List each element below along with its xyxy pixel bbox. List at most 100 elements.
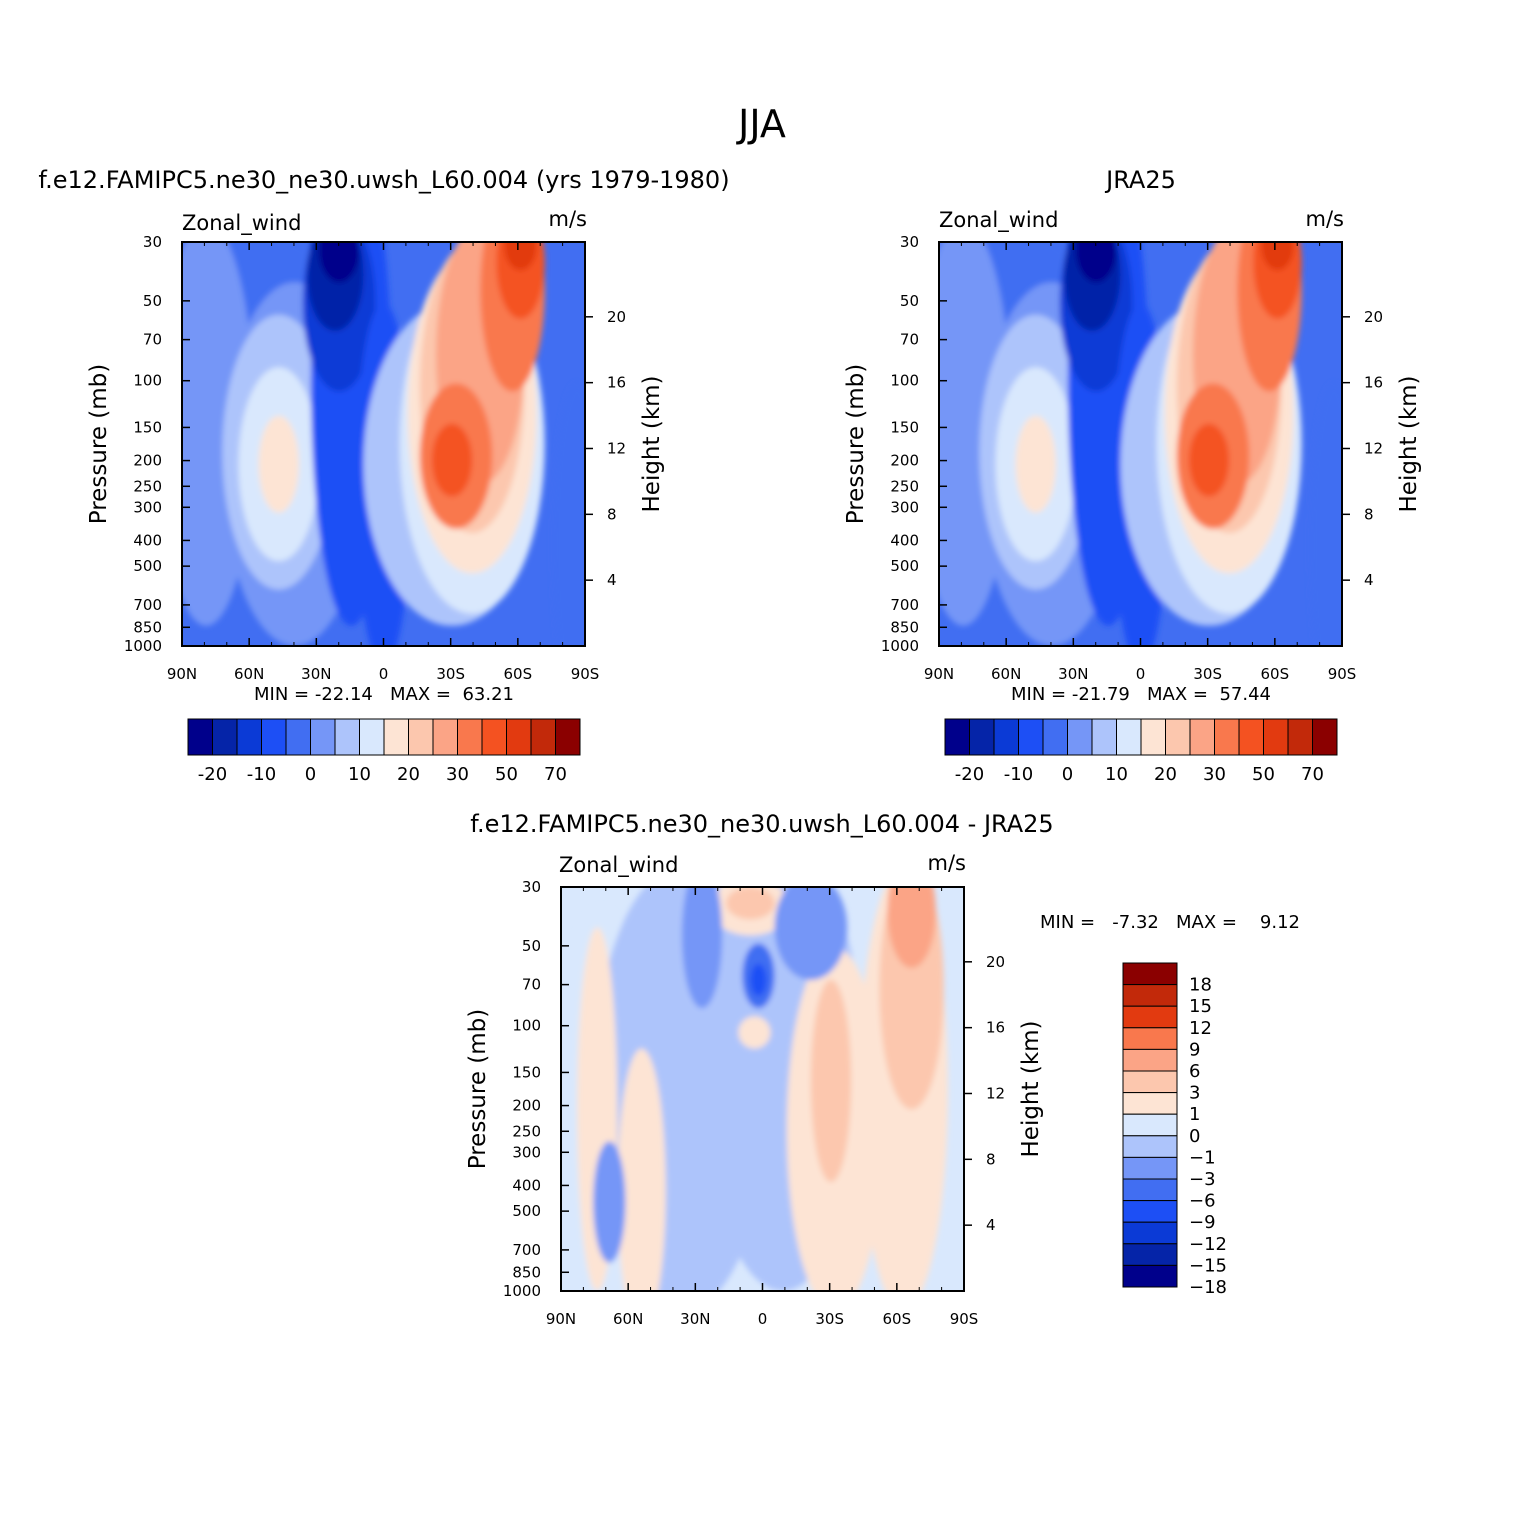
x-tick-label: 30S (436, 665, 465, 683)
y-tick-label: 50 (143, 292, 162, 310)
colorbar-swatch (1122, 1178, 1178, 1202)
x-tick-label: 30N (1058, 665, 1088, 683)
contour-field-model (182, 242, 585, 646)
y-tick-label: 100 (890, 372, 919, 390)
y-tick-label: 150 (890, 418, 919, 436)
panel-diff: f.e12.FAMIPC5.ne30_ne30.uwsh_L60.004 - J… (465, 810, 1300, 1328)
y-tick-label: 50 (522, 937, 541, 955)
y2-tick-label: 16 (607, 374, 626, 392)
x-tick-label: 30S (815, 1310, 844, 1328)
colorbar-swatch (383, 718, 409, 756)
x-tick-label: 60S (883, 1310, 912, 1328)
y-tick-label: 150 (512, 1063, 541, 1081)
x-tick-label: 60N (234, 665, 264, 683)
colorbar-swatch (506, 718, 532, 756)
variable-label-diff: Zonal_wind (559, 853, 678, 878)
x-tick-label: 0 (379, 665, 389, 683)
colorbar-label: 50 (1252, 764, 1275, 785)
variable-label-obs: Zonal_wind (939, 208, 1058, 233)
colorbar-swatch (1287, 718, 1313, 756)
y-tick-label: 700 (133, 596, 162, 614)
x-tick-label: 30N (301, 665, 331, 683)
colorbar-swatch (1122, 984, 1178, 1007)
colorbar-label: −9 (1189, 1212, 1216, 1233)
y-tick-label: 500 (512, 1202, 541, 1220)
colorbar-label: −12 (1189, 1234, 1227, 1255)
contour-region (319, 242, 360, 283)
contour-region (593, 1141, 626, 1263)
y-tick-label: 500 (133, 557, 162, 575)
y-tick-label: 200 (512, 1097, 541, 1115)
contour-region (810, 979, 852, 1182)
y-tick-label: 700 (890, 596, 919, 614)
y-tick-label: 250 (890, 477, 919, 495)
y-tick-label: 70 (143, 331, 162, 349)
colorbar-swatch (457, 718, 483, 756)
colorbar-swatch (1122, 1005, 1178, 1029)
y-tick-label: 500 (890, 557, 919, 575)
y-tick-label: 100 (512, 1017, 541, 1035)
colorbar-label: 1 (1189, 1104, 1200, 1125)
contour-region (1309, 383, 1342, 646)
colorbar-swatch (1018, 718, 1044, 756)
axis-ticks-model: 90N 60N 30N 0 30S 60S 90S 30 50 70 100 150 200 250 300… (124, 233, 626, 683)
y-tick-label: 1000 (124, 637, 162, 655)
colorbar-label: −18 (1189, 1277, 1227, 1298)
contour-region (504, 242, 537, 271)
contour-region (258, 415, 299, 513)
colorbar-swatch (1189, 718, 1215, 756)
colorbar-label: 0 (1189, 1126, 1200, 1147)
y-tick-label: 50 (900, 292, 919, 310)
colorbar-label: 12 (1189, 1018, 1212, 1039)
variable-label-model: Zonal_wind (182, 211, 301, 236)
stats-label-diff: MIN = -7.32 MAX = 9.12 (1040, 912, 1300, 933)
y-tick-label: 300 (512, 1143, 541, 1161)
contour-region (1188, 423, 1230, 497)
colorbar-label: 10 (1105, 764, 1128, 785)
x-tick-label: 60N (613, 1310, 643, 1328)
axis-ticks-diff: 90N 60N 30N 0 30S 60S 90S 30 50 70 100 150 200 250 300… (503, 878, 1005, 1328)
y2-axis-label-diff: Height (km) (1018, 1020, 1044, 1157)
stats-label-model: MIN = -22.14 MAX = 63.21 (254, 684, 514, 705)
panel-title-diff: f.e12.FAMIPC5.ne30_ne30.uwsh_L60.004 - J… (470, 810, 1053, 838)
colorbar-swatch (1238, 718, 1264, 756)
colorbar-swatch (212, 718, 238, 756)
y-tick-label: 250 (133, 477, 162, 495)
contour-region (1261, 242, 1294, 271)
colorbar-swatch (1091, 718, 1117, 756)
y2-tick-label: 4 (1364, 571, 1374, 589)
contour-region (1015, 415, 1056, 513)
colorbar-swatch (1122, 1200, 1178, 1223)
colorbar-label: 0 (305, 764, 316, 785)
y2-tick-label: 16 (986, 1019, 1005, 1037)
units-label-model: m/s (549, 207, 587, 231)
y-tick-label: 70 (522, 976, 541, 994)
contour-region (750, 963, 767, 997)
colorbar-label: 30 (446, 764, 469, 785)
colorbar-swatch (1263, 718, 1289, 756)
y2-tick-label: 12 (986, 1084, 1005, 1102)
colorbar-label: −15 (1189, 1255, 1227, 1276)
stats-label-obs: MIN = -21.79 MAX = 57.44 (1011, 684, 1271, 705)
y2-tick-label: 12 (1364, 439, 1383, 457)
panel-title-obs: JRA25 (1104, 166, 1176, 194)
colorbar-swatch (1122, 1221, 1178, 1245)
colorbar-swatch (236, 718, 262, 756)
y-tick-label: 200 (890, 452, 919, 470)
y-tick-label: 700 (512, 1241, 541, 1259)
y-tick-label: 400 (133, 531, 162, 549)
y2-tick-label: 12 (607, 439, 626, 457)
y-tick-label: 300 (890, 498, 919, 516)
colorbar-swatch (408, 718, 434, 756)
y2-axis-label-model: Height (km) (639, 375, 665, 512)
y-tick-label: 850 (133, 618, 162, 636)
colorbar-label: 20 (1154, 764, 1177, 785)
y-tick-label: 250 (512, 1122, 541, 1140)
y-axis-label-diff: Pressure (mb) (465, 1009, 491, 1169)
colorbar-label: 18 (1189, 975, 1212, 996)
y-tick-label: 400 (890, 531, 919, 549)
colorbar-swatch (1122, 962, 1178, 986)
y-tick-label: 1000 (881, 637, 919, 655)
y2-tick-label: 8 (607, 505, 617, 523)
